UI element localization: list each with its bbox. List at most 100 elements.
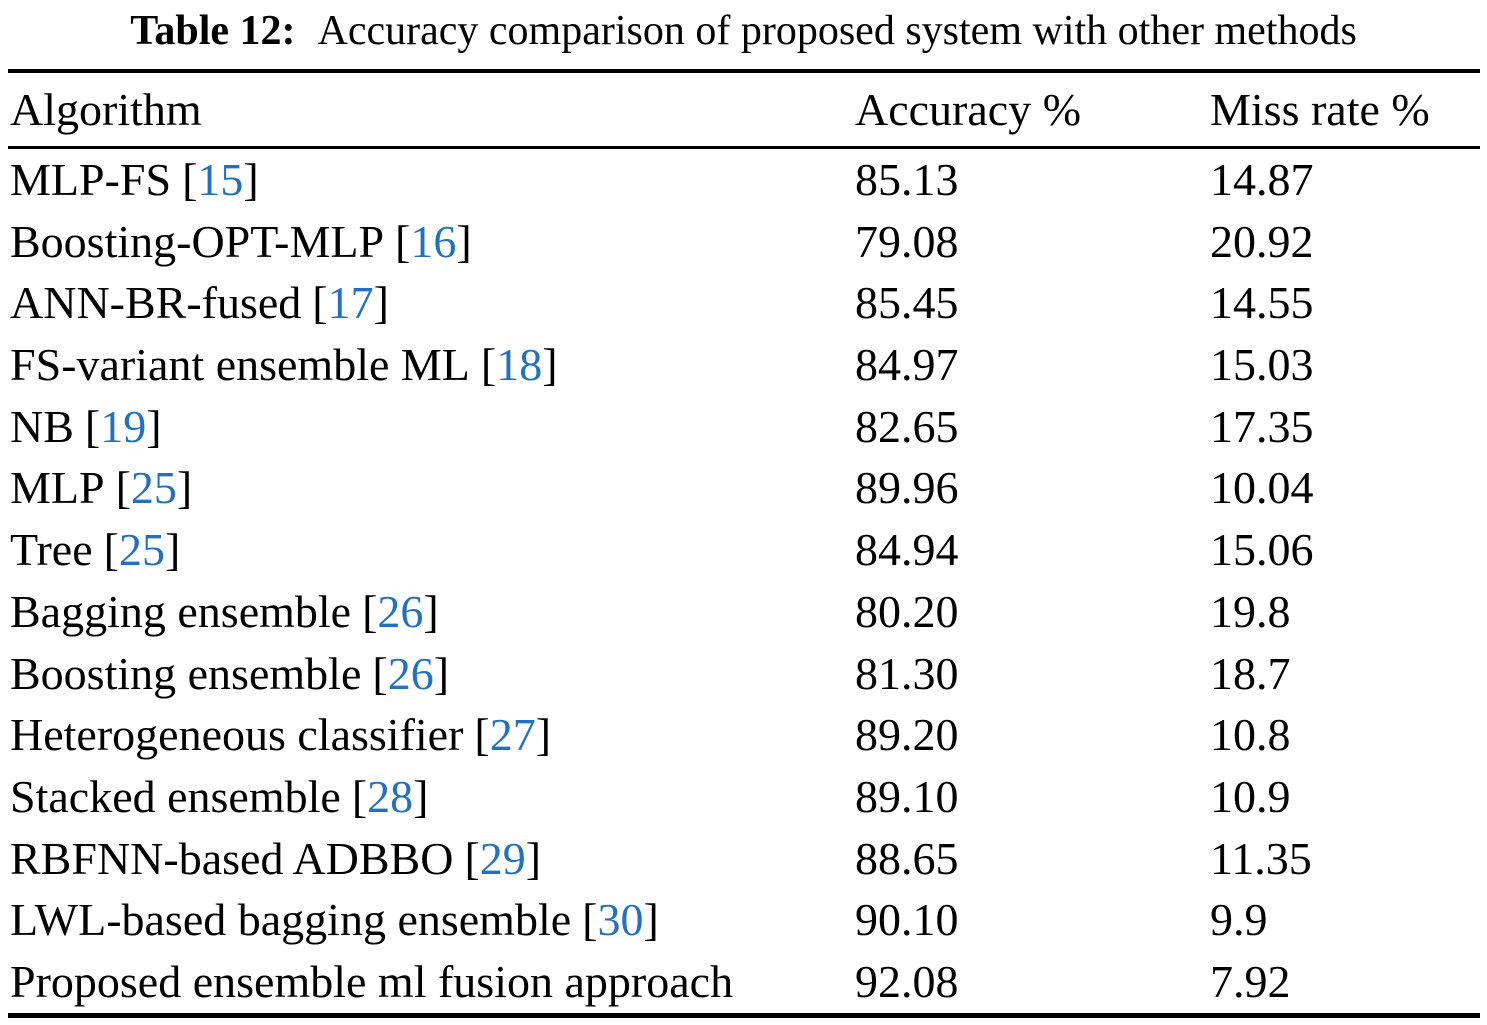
algorithm-name: Boosting ensemble — [10, 647, 362, 699]
algorithm-cell: FS-variant ensemble ML [18] — [8, 334, 855, 396]
accuracy-cell: 90.10 — [855, 894, 959, 946]
citation-bracket-close: ] — [413, 770, 429, 822]
citation-link[interactable]: 16 — [410, 215, 457, 267]
citation-link[interactable]: 19 — [100, 400, 147, 452]
algorithm-cell: Tree [25] — [8, 519, 855, 581]
citation-link[interactable]: 17 — [327, 277, 374, 329]
miss-rate-cell: 14.55 — [1210, 277, 1314, 329]
citation-bracket-open: [ — [395, 215, 411, 267]
miss-rate-cell: 7.92 — [1210, 955, 1291, 1007]
citation-link[interactable]: 28 — [367, 770, 414, 822]
column-header-algorithm: Algorithm — [10, 84, 202, 135]
table-row: ANN-BR-fused [17] 85.45 14.55 — [8, 272, 1480, 334]
citation-link[interactable]: 29 — [479, 832, 526, 884]
citation-bracket-open: [ — [312, 277, 328, 329]
citation-bracket-close: ] — [535, 709, 552, 761]
algorithm-name: LWL-based bagging ensemble — [10, 894, 572, 946]
table-row: NB [19] 82.65 17.35 — [8, 396, 1480, 458]
algorithm-name: Boosting-OPT-MLP — [10, 215, 385, 267]
citation-bracket-open: [ — [464, 832, 480, 884]
citation-bracket-close: ] — [146, 400, 162, 452]
bottom-rule — [8, 1013, 1480, 1018]
algorithm-name: MLP — [10, 462, 105, 514]
algorithm-name: MLP-FS — [10, 154, 172, 205]
accuracy-cell: 89.20 — [855, 709, 959, 761]
miss-rate-cell: 15.03 — [1210, 339, 1314, 391]
citation-link[interactable]: 26 — [377, 585, 424, 637]
citation-link[interactable]: 25 — [130, 462, 177, 514]
accuracy-cell: 89.10 — [855, 770, 959, 822]
algorithm-name: Stacked ensemble — [10, 770, 341, 822]
table-row: Boosting-OPT-MLP [16] 79.08 20.92 — [8, 211, 1480, 273]
table-row: RBFNN-based ADBBO [29] 88.65 11.35 — [8, 828, 1480, 890]
miss-rate-cell: 11.35 — [1210, 832, 1312, 884]
table-row: Proposed ensemble ml fusion approach 92.0… — [8, 951, 1480, 1013]
accuracy-cell: 80.20 — [855, 585, 959, 637]
citation-bracket-close: ] — [164, 524, 181, 576]
miss-rate-cell: 14.87 — [1210, 154, 1314, 205]
citation-link[interactable]: 15 — [197, 154, 244, 205]
accuracy-cell: 82.65 — [855, 400, 959, 452]
citation-bracket-open: [ — [103, 524, 119, 576]
caption-label: Table 12: — [130, 8, 296, 54]
accuracy-cell: 84.94 — [855, 524, 959, 576]
table-row: LWL-based bagging ensemble [30] 90.10 9.9 — [8, 889, 1480, 951]
algorithm-name: Bagging ensemble — [10, 585, 352, 637]
table-row: Heterogeneous classifier [27] 89.20 10.8 — [8, 704, 1480, 766]
miss-rate-cell: 18.7 — [1210, 647, 1291, 699]
algorithm-name: RBFNN-based ADBBO — [10, 832, 454, 884]
algorithm-cell: MLP-FS [15] — [8, 149, 855, 211]
miss-rate-cell: 20.92 — [1210, 215, 1314, 267]
citation-bracket-open: [ — [362, 585, 378, 637]
accuracy-cell: 92.08 — [855, 955, 959, 1007]
algorithm-cell: Boosting-OPT-MLP [16] — [8, 211, 855, 273]
citation-bracket-close: ] — [525, 832, 542, 884]
accuracy-cell: 81.30 — [855, 647, 959, 699]
accuracy-cell: 88.65 — [855, 832, 959, 884]
citation-bracket-open: [ — [84, 400, 101, 452]
column-header-accuracy: Accuracy % — [855, 84, 1082, 135]
citation-bracket-close: ] — [373, 277, 389, 329]
citation-bracket-close: ] — [433, 647, 450, 699]
miss-rate-cell: 17.35 — [1210, 400, 1314, 452]
citation-link[interactable]: 30 — [597, 894, 644, 946]
citation-bracket-close: ] — [176, 462, 193, 514]
accuracy-cell: 89.96 — [855, 462, 959, 514]
algorithm-cell: Boosting ensemble [26] — [8, 643, 855, 705]
accuracy-cell: 79.08 — [855, 215, 959, 267]
citation-bracket-open: [ — [480, 339, 497, 391]
table-caption: Table 12: Accuracy comparison of proposed… — [0, 2, 1487, 60]
table-row: Boosting ensemble [26] 81.30 18.7 — [8, 643, 1480, 705]
citation-link[interactable]: 25 — [118, 524, 165, 576]
miss-rate-cell: 15.06 — [1210, 524, 1314, 576]
algorithm-cell: RBFNN-based ADBBO [29] — [8, 828, 855, 890]
miss-rate-cell: 10.04 — [1210, 462, 1314, 514]
algorithm-cell: Stacked ensemble [28] — [8, 766, 855, 828]
algorithm-name: FS-variant ensemble ML — [10, 339, 470, 391]
citation-link[interactable]: 26 — [387, 647, 434, 699]
citation-link[interactable]: 18 — [496, 339, 543, 391]
top-rule — [8, 69, 1480, 73]
citation-link[interactable]: 27 — [489, 709, 536, 761]
accuracy-cell: 85.45 — [855, 277, 959, 329]
table-row: MLP-FS [15] 85.13 14.87 — [8, 149, 1480, 211]
algorithm-cell: Bagging ensemble [26] — [8, 581, 855, 643]
caption-text: Accuracy comparison of proposed system w… — [317, 8, 1357, 54]
table-row: Stacked ensemble [28] 89.10 10.9 — [8, 766, 1480, 828]
header-row: Algorithm Accuracy % Miss rate % — [8, 73, 1480, 146]
miss-rate-cell: 9.9 — [1210, 894, 1268, 946]
table-row: Tree [25] 84.94 15.06 — [8, 519, 1480, 581]
table-row: FS-variant ensemble ML [18] 84.97 15.03 — [8, 334, 1480, 396]
algorithm-cell: LWL-based bagging ensemble [30] — [8, 889, 855, 951]
miss-rate-cell: 10.9 — [1210, 770, 1291, 822]
accuracy-cell: 84.97 — [855, 339, 959, 391]
citation-bracket-open: [ — [115, 462, 131, 514]
citation-bracket-open: [ — [182, 154, 198, 205]
citation-bracket-open: [ — [351, 770, 368, 822]
table-body: MLP-FS [15] 85.13 14.87 Boosting-OPT-MLP [16]… — [8, 149, 1480, 1013]
algorithm-name: NB — [10, 400, 74, 452]
citation-bracket-open: [ — [474, 709, 490, 761]
algorithm-name: ANN-BR-fused — [10, 277, 302, 329]
citation-bracket-close: ] — [423, 585, 439, 637]
